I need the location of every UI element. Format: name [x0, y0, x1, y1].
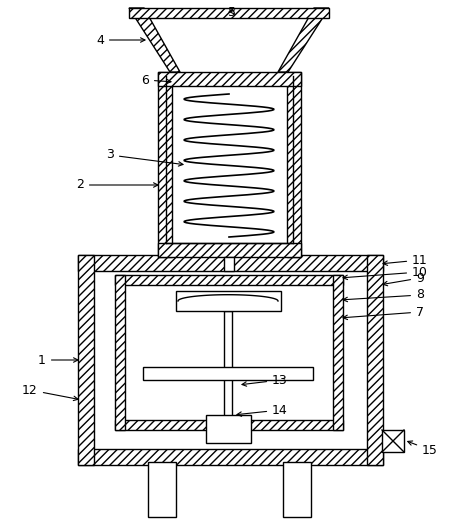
- Bar: [157, 72, 172, 257]
- Text: 4: 4: [96, 33, 145, 47]
- Text: 12: 12: [22, 383, 78, 400]
- Bar: [115, 275, 342, 285]
- Text: 14: 14: [236, 404, 287, 416]
- Bar: [94, 271, 366, 449]
- Bar: [143, 367, 312, 380]
- Bar: [115, 275, 125, 430]
- Bar: [115, 420, 342, 430]
- Bar: [78, 255, 94, 465]
- Text: 9: 9: [382, 271, 423, 286]
- Text: 1: 1: [38, 354, 78, 366]
- Bar: [381, 430, 403, 452]
- Bar: [78, 449, 382, 465]
- Bar: [176, 291, 280, 311]
- Text: 7: 7: [342, 305, 423, 320]
- Text: 3: 3: [106, 149, 183, 166]
- Bar: [286, 72, 300, 257]
- Bar: [224, 257, 234, 271]
- Polygon shape: [129, 8, 179, 72]
- Text: 6: 6: [141, 73, 171, 87]
- Bar: [206, 415, 251, 443]
- Text: 8: 8: [342, 288, 423, 302]
- Text: 10: 10: [342, 266, 427, 280]
- Text: 15: 15: [407, 441, 437, 457]
- Bar: [129, 8, 328, 18]
- Text: 2: 2: [76, 178, 157, 192]
- Bar: [125, 285, 332, 420]
- Bar: [332, 275, 342, 430]
- Text: 13: 13: [241, 373, 287, 387]
- Bar: [282, 462, 310, 517]
- Bar: [148, 462, 176, 517]
- Bar: [78, 255, 382, 271]
- Bar: [157, 243, 300, 257]
- Bar: [157, 72, 300, 86]
- Text: 5: 5: [228, 5, 235, 19]
- Text: 11: 11: [382, 253, 427, 267]
- Bar: [172, 86, 286, 243]
- Bar: [366, 255, 382, 465]
- Bar: [224, 311, 231, 420]
- Polygon shape: [277, 8, 328, 72]
